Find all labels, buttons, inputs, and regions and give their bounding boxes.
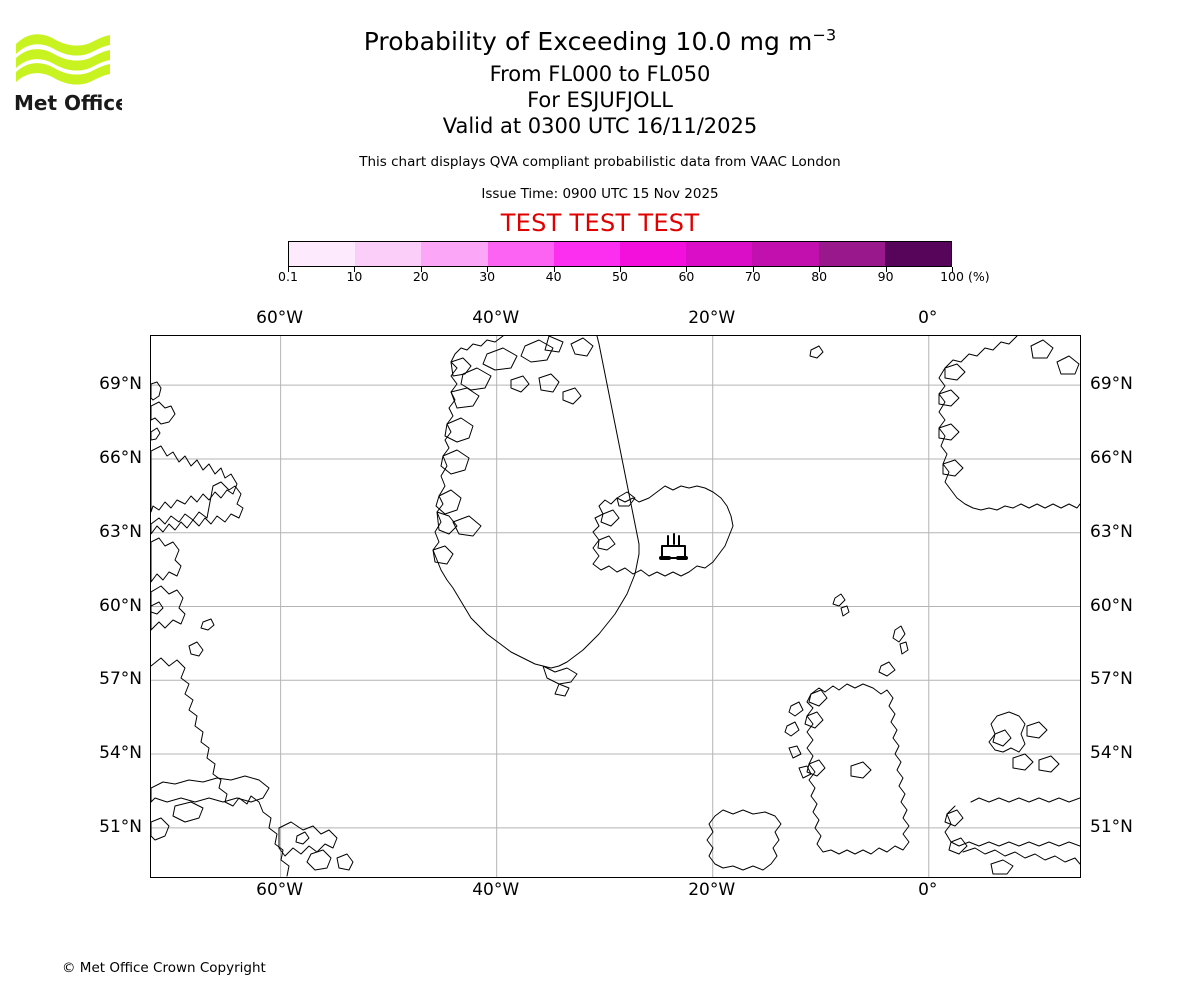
colorbar-tick-4 bbox=[553, 267, 555, 272]
colorbar-unit-label: (%) bbox=[968, 269, 990, 284]
lat-label-right-5: 54°N bbox=[1090, 743, 1133, 764]
lat-label-left-6: 51°N bbox=[99, 816, 142, 837]
page-title-text: Probability of Exceeding 10.0 mg m bbox=[363, 27, 813, 56]
lat-label-left-4: 57°N bbox=[99, 669, 142, 690]
colorbar-tick-label-6: 60 bbox=[678, 269, 695, 284]
colorbar-segment-8 bbox=[818, 242, 885, 266]
volcano-name: For ESJUFJOLL bbox=[527, 88, 673, 112]
valid-time: Valid at 0300 UTC 16/11/2025 bbox=[442, 114, 758, 138]
issue-time: Issue Time: 0900 UTC 15 Nov 2025 bbox=[481, 186, 719, 202]
colorbar-segment-2 bbox=[421, 242, 488, 266]
colorbar-segment-4 bbox=[553, 242, 621, 266]
colorbar-tick-9 bbox=[885, 267, 887, 272]
lat-label-right-1: 66°N bbox=[1090, 447, 1133, 468]
colorbar-tick-10 bbox=[952, 267, 953, 272]
map-coastlines bbox=[151, 336, 1080, 877]
colorbar-tick-labels: 0.1 10 20 30 40 50 60 70 80 90 100 bbox=[278, 269, 964, 289]
colorbar-segment-5 bbox=[620, 242, 687, 266]
lat-label-right-6: 51°N bbox=[1090, 816, 1133, 837]
colorbar-tick-label-10: 100 bbox=[940, 269, 964, 284]
colorbar-tick-label-5: 50 bbox=[612, 269, 628, 284]
colorbar-tick-1 bbox=[354, 267, 356, 272]
map-canvas bbox=[151, 336, 1080, 877]
colorbar-tick-0 bbox=[288, 267, 289, 272]
lon-label-top-1: 40°W bbox=[472, 308, 520, 328]
volcano-marker-icon bbox=[659, 533, 688, 560]
colorbar-tick-label-9: 90 bbox=[877, 269, 894, 284]
colorbar-gradient bbox=[288, 241, 952, 267]
page-title: Probability of Exceeding 10.0 mg m−3 bbox=[0, 27, 1200, 57]
flight-level-range: From FL000 to FL050 bbox=[489, 62, 711, 86]
lat-label-left-5: 54°N bbox=[99, 743, 142, 764]
lon-label-top-0: 60°W bbox=[256, 308, 304, 328]
svg-text:Met Office: Met Office bbox=[14, 91, 122, 114]
colorbar-tick-5 bbox=[620, 267, 621, 272]
colorbar-segment-9 bbox=[884, 242, 952, 266]
probability-colorbar bbox=[288, 241, 952, 267]
colorbar-tick-2 bbox=[420, 267, 422, 272]
lon-label-top-2: 20°W bbox=[688, 308, 736, 328]
colorbar-segment-0 bbox=[289, 242, 356, 266]
lat-label-left-3: 60°N bbox=[99, 595, 142, 616]
colorbar-ticks bbox=[288, 267, 953, 287]
qva-note: This chart displays QVA compliant probab… bbox=[359, 154, 841, 170]
colorbar-tick-label-2: 20 bbox=[412, 269, 429, 284]
colorbar-segment-6 bbox=[686, 242, 753, 266]
met-office-logo: Met Office bbox=[14, 22, 122, 114]
lat-label-left-0: 69°N bbox=[99, 374, 142, 395]
copyright-footer: © Met Office Crown Copyright bbox=[62, 960, 266, 976]
lat-label-right-0: 69°N bbox=[1090, 374, 1133, 395]
colorbar-tick-8 bbox=[819, 267, 821, 272]
colorbar-segment-3 bbox=[487, 242, 554, 266]
colorbar-tick-7 bbox=[752, 267, 754, 272]
lat-label-right-2: 63°N bbox=[1090, 521, 1133, 542]
chart-header: Probability of Exceeding 10.0 mg m−3 Fro… bbox=[0, 0, 1200, 237]
colorbar-tick-label-4: 40 bbox=[545, 269, 562, 284]
lon-label-bottom-2: 20°W bbox=[688, 880, 736, 900]
colorbar-segment-7 bbox=[752, 242, 819, 266]
colorbar-segment-1 bbox=[355, 242, 422, 266]
lon-label-bottom-0: 60°W bbox=[256, 880, 304, 900]
lon-label-bottom-3: 0° bbox=[918, 880, 938, 900]
colorbar-tick-label-1: 10 bbox=[346, 269, 363, 284]
colorbar-tick-label-0: 0.1 bbox=[278, 269, 298, 284]
met-office-logo-mark: Met Office bbox=[14, 34, 122, 114]
lat-label-left-1: 66°N bbox=[99, 447, 142, 468]
map-gridlines bbox=[151, 336, 1080, 877]
test-banner: TEST TEST TEST bbox=[500, 209, 700, 237]
map-panel[interactable] bbox=[150, 335, 1081, 878]
lon-label-bottom-1: 40°W bbox=[472, 880, 520, 900]
colorbar-tick-6 bbox=[686, 267, 688, 272]
lat-label-left-2: 63°N bbox=[99, 521, 142, 542]
colorbar-tick-label-8: 80 bbox=[811, 269, 828, 284]
lon-label-top-3: 0° bbox=[918, 308, 938, 328]
colorbar-tick-label-3: 30 bbox=[479, 269, 496, 284]
lat-label-right-3: 60°N bbox=[1090, 595, 1133, 616]
colorbar-tick-label-7: 70 bbox=[744, 269, 761, 284]
colorbar-tick-3 bbox=[487, 267, 489, 272]
page-title-exponent: −3 bbox=[812, 25, 837, 45]
lat-label-right-4: 57°N bbox=[1090, 669, 1133, 690]
